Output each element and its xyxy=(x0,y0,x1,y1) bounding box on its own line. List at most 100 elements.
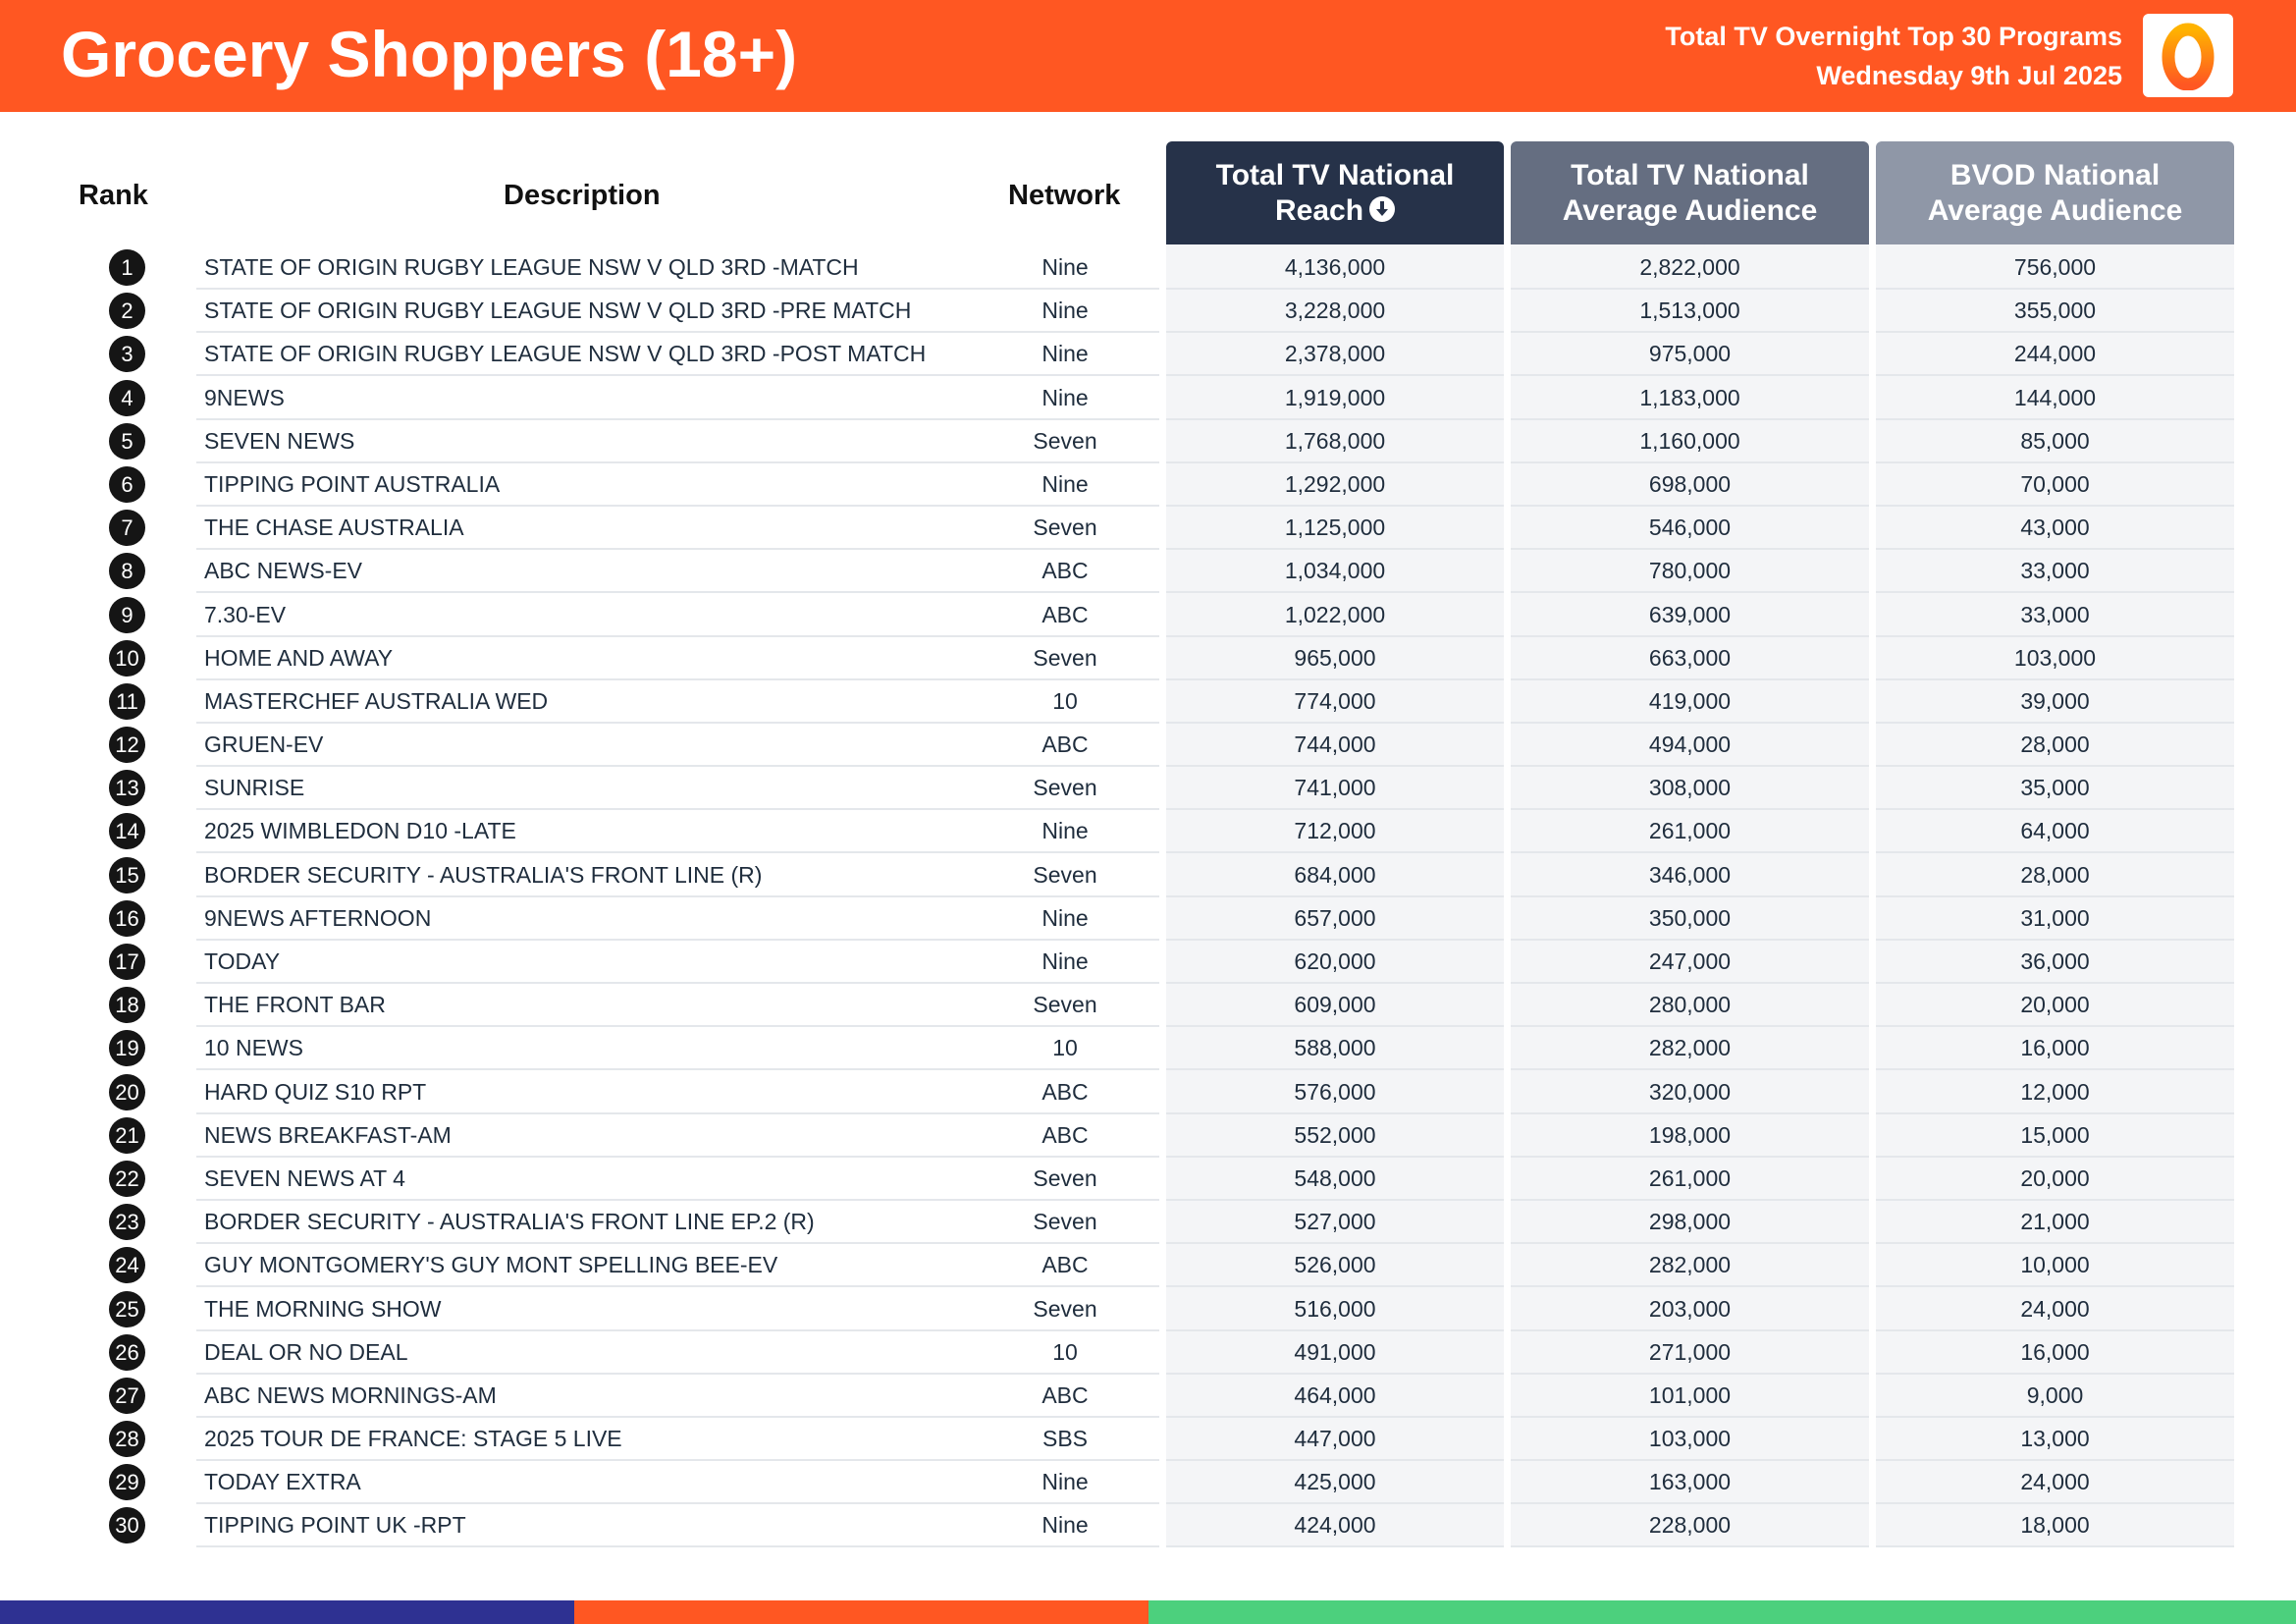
column-header-average-audience[interactable]: Total TV National Average Audience xyxy=(1511,141,1869,244)
rank-badge: 20 xyxy=(109,1073,145,1110)
reach-cell: 516,000 xyxy=(1166,1287,1504,1331)
rank-badge: 17 xyxy=(109,944,145,980)
reach-cell: 527,000 xyxy=(1166,1200,1504,1245)
column-header-description: Description xyxy=(504,180,661,211)
bvod-audience-cell: 24,000 xyxy=(1876,1287,2234,1331)
bvod-header-line1: BVOD National xyxy=(1949,158,2161,191)
program-description: 9NEWS xyxy=(196,376,972,420)
bvod-audience-cell: 36,000 xyxy=(1876,940,2234,984)
reach-cell: 744,000 xyxy=(1166,723,1504,768)
table-row[interactable]: 2 STATE OF ORIGIN RUGBY LEAGUE NSW V QLD … xyxy=(0,289,2296,334)
table-row[interactable]: 8 ABC NEWS-EV ABC 1,034,000 780,000 33,000 xyxy=(0,549,2296,594)
rank-badge: 29 xyxy=(109,1464,145,1501)
bvod-audience-cell: 64,000 xyxy=(1876,809,2234,854)
rank-badge: 10 xyxy=(109,639,145,677)
program-description: 10 NEWS xyxy=(196,1026,972,1071)
table-row[interactable]: 16 9NEWS AFTERNOON Nine 657,000 350,000 31,00… xyxy=(0,896,2296,941)
reach-cell: 1,125,000 xyxy=(1166,506,1504,551)
average-audience-cell: 298,000 xyxy=(1511,1200,1869,1245)
bvod-audience-cell: 144,000 xyxy=(1876,376,2234,420)
table-row[interactable]: 10 HOME AND AWAY Seven 965,000 663,000 103,00… xyxy=(0,636,2296,680)
rank-badge: 21 xyxy=(109,1116,145,1154)
table-row[interactable]: 24 GUY MONTGOMERY'S GUY MONT SPELLING BEE… xyxy=(0,1243,2296,1288)
reach-cell: 3,228,000 xyxy=(1166,289,1504,334)
program-description: BORDER SECURITY - AUSTRALIA'S FRONT LINE… xyxy=(196,853,972,897)
table-row[interactable]: 27 ABC NEWS MORNINGS-AM ABC 464,000 101,000 9… xyxy=(0,1374,2296,1418)
table-row[interactable]: 20 HARD QUIZ S10 RPT ABC 576,000 320,000 12,0… xyxy=(0,1070,2296,1114)
network-cell: ABC xyxy=(971,1113,1159,1158)
reach-cell: 491,000 xyxy=(1166,1330,1504,1375)
table-row[interactable]: 9 7.30-EV ABC 1,022,000 639,000 33,000 xyxy=(0,593,2296,637)
rank-badge: 28 xyxy=(109,1421,145,1458)
reach-cell: 576,000 xyxy=(1166,1070,1504,1114)
reach-cell: 712,000 xyxy=(1166,809,1504,854)
program-description: 2025 TOUR DE FRANCE: STAGE 5 LIVE xyxy=(196,1417,972,1462)
table-row[interactable]: 13 SUNRISE Seven 741,000 308,000 35,000 xyxy=(0,766,2296,811)
program-description: 9NEWS AFTERNOON xyxy=(196,896,972,941)
rank-badge: 12 xyxy=(109,727,145,764)
table-row[interactable]: 1 STATE OF ORIGIN RUGBY LEAGUE NSW V QLD … xyxy=(0,245,2296,290)
reach-cell: 774,000 xyxy=(1166,679,1504,724)
table-row[interactable]: 28 2025 TOUR DE FRANCE: STAGE 5 LIVE SBS 44… xyxy=(0,1417,2296,1462)
table-row[interactable]: 22 SEVEN NEWS AT 4 Seven 548,000 261,000 20,0… xyxy=(0,1157,2296,1201)
reach-cell: 424,000 xyxy=(1166,1503,1504,1548)
table-row[interactable]: 5 SEVEN NEWS Seven 1,768,000 1,160,000 85,000 xyxy=(0,419,2296,463)
bvod-audience-cell: 21,000 xyxy=(1876,1200,2234,1245)
reach-cell: 620,000 xyxy=(1166,940,1504,984)
table-row[interactable]: 11 MASTERCHEF AUSTRALIA WED 10 774,000 419,0… xyxy=(0,679,2296,724)
average-audience-cell: 419,000 xyxy=(1511,679,1869,724)
header-bar: Grocery Shoppers (18+) Total TV Overnigh… xyxy=(0,0,2296,112)
average-audience-cell: 261,000 xyxy=(1511,809,1869,854)
reach-cell: 2,378,000 xyxy=(1166,332,1504,377)
average-audience-cell: 975,000 xyxy=(1511,332,1869,377)
reach-header-line1: Total TV National xyxy=(1215,158,1455,191)
avg-header-line1: Total TV National xyxy=(1571,158,1809,191)
average-audience-cell: 203,000 xyxy=(1511,1287,1869,1331)
column-header-bvod[interactable]: BVOD National Average Audience xyxy=(1876,141,2234,244)
rank-badge: 22 xyxy=(109,1160,145,1197)
program-description: HARD QUIZ S10 RPT xyxy=(196,1070,972,1114)
bvod-audience-cell: 355,000 xyxy=(1876,289,2234,334)
table-row[interactable]: 7 THE CHASE AUSTRALIA Seven 1,125,000 546,00… xyxy=(0,506,2296,551)
column-header-network: Network xyxy=(1008,180,1121,211)
network-cell: Seven xyxy=(971,1200,1159,1245)
bvod-audience-cell: 16,000 xyxy=(1876,1330,2234,1375)
average-audience-cell: 546,000 xyxy=(1511,506,1869,551)
table-row[interactable]: 15 BORDER SECURITY - AUSTRALIA'S FRONT LI… xyxy=(0,853,2296,897)
average-audience-cell: 698,000 xyxy=(1511,462,1869,507)
table-row[interactable]: 30 TIPPING POINT UK -RPT Nine 424,000 228,00… xyxy=(0,1503,2296,1548)
program-description: ABC NEWS-EV xyxy=(196,549,972,594)
table-row[interactable]: 23 BORDER SECURITY - AUSTRALIA'S FRONT LI… xyxy=(0,1200,2296,1245)
reach-cell: 1,022,000 xyxy=(1166,593,1504,637)
table-row[interactable]: 21 NEWS BREAKFAST-AM ABC 552,000 198,000 15,0… xyxy=(0,1113,2296,1158)
network-cell: Nine xyxy=(971,940,1159,984)
table-row[interactable]: 18 THE FRONT BAR Seven 609,000 280,000 20,000 xyxy=(0,983,2296,1028)
bvod-audience-cell: 43,000 xyxy=(1876,506,2234,551)
avg-header-line2: Average Audience xyxy=(1562,193,1818,227)
table-row[interactable]: 6 TIPPING POINT AUSTRALIA Nine 1,292,000 698… xyxy=(0,462,2296,507)
column-header-reach[interactable]: Total TV National Reach xyxy=(1166,141,1504,244)
average-audience-cell: 1,183,000 xyxy=(1511,376,1869,420)
table-row[interactable]: 26 DEAL OR NO DEAL 10 491,000 271,000 16,000 xyxy=(0,1330,2296,1375)
reach-cell: 1,768,000 xyxy=(1166,419,1504,463)
bvod-audience-cell: 15,000 xyxy=(1876,1113,2234,1158)
average-audience-cell: 780,000 xyxy=(1511,549,1869,594)
bvod-audience-cell: 244,000 xyxy=(1876,332,2234,377)
bvod-audience-cell: 39,000 xyxy=(1876,679,2234,724)
table-row[interactable]: 14 2025 WIMBLEDON D10 -LATE Nine 712,000 261… xyxy=(0,809,2296,854)
rank-badge: 25 xyxy=(109,1290,145,1327)
bvod-audience-cell: 24,000 xyxy=(1876,1460,2234,1505)
footer-bar-navy xyxy=(0,1600,574,1624)
table-row[interactable]: 25 THE MORNING SHOW Seven 516,000 203,000 24,… xyxy=(0,1287,2296,1331)
table-row[interactable]: 19 10 NEWS 10 588,000 282,000 16,000 xyxy=(0,1026,2296,1071)
average-audience-cell: 198,000 xyxy=(1511,1113,1869,1158)
network-cell: Nine xyxy=(971,245,1159,290)
table-row[interactable]: 12 GRUEN-EV ABC 744,000 494,000 28,000 xyxy=(0,723,2296,768)
table-row[interactable]: 17 TODAY Nine 620,000 247,000 36,000 xyxy=(0,940,2296,984)
program-description: TODAY xyxy=(196,940,972,984)
table-row[interactable]: 29 TODAY EXTRA Nine 425,000 163,000 24,000 xyxy=(0,1460,2296,1505)
table-row[interactable]: 4 9NEWS Nine 1,919,000 1,183,000 144,000 xyxy=(0,376,2296,420)
rank-badge: 6 xyxy=(109,465,145,503)
program-description: GUY MONTGOMERY'S GUY MONT SPELLING BEE-E… xyxy=(196,1243,972,1288)
table-row[interactable]: 3 STATE OF ORIGIN RUGBY LEAGUE NSW V QLD … xyxy=(0,332,2296,377)
